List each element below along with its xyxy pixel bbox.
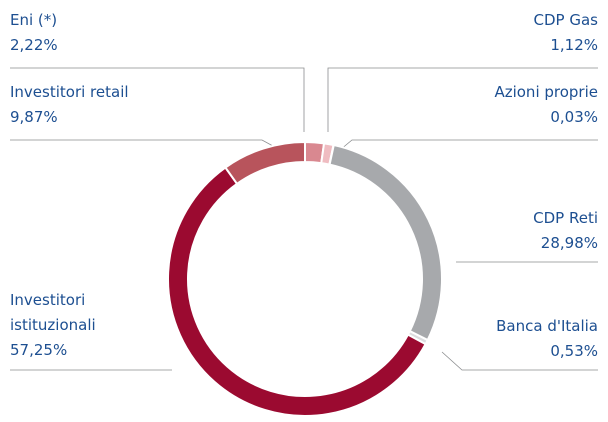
segment-label: Investitori istituzionali 57,25% <box>10 288 130 363</box>
category-label: Banca d'Italia <box>496 317 598 335</box>
value-label: 1,12% <box>550 36 598 54</box>
leader-line <box>10 67 305 132</box>
value-label: 9,87% <box>10 108 58 126</box>
value-label: 57,25% <box>10 341 68 359</box>
value-label: 0,03% <box>550 108 598 126</box>
donut-segment <box>328 143 443 342</box>
donut-segment <box>167 166 427 417</box>
value-label: 28,98% <box>540 234 598 252</box>
segment-label: Banca d'Italia 0,53% <box>448 314 598 364</box>
category-label: CDP Gas <box>533 11 598 29</box>
leader-lines <box>10 67 598 371</box>
leader-line <box>441 351 598 371</box>
category-label: Investitori retail <box>10 83 129 101</box>
leader-line <box>10 139 285 153</box>
value-label: 0,53% <box>550 342 598 360</box>
category-label: Eni (*) <box>10 11 58 29</box>
segment-label: CDP Reti 28,98% <box>448 206 598 256</box>
category-label: CDP Reti <box>533 209 598 227</box>
value-label: 2,22% <box>10 36 58 54</box>
segment-label: CDP Gas 1,12% <box>448 8 598 58</box>
segment-label: Investitori retail 9,87% <box>10 80 210 130</box>
segment-label: Azioni proprie 0,03% <box>448 80 598 130</box>
segment-label: Eni (*) 2,22% <box>10 8 160 58</box>
donut-segment <box>223 140 306 186</box>
leader-line <box>327 67 598 132</box>
leader-line <box>339 139 598 151</box>
category-label: Investitori istituzionali <box>10 291 96 334</box>
category-label: Azioni proprie <box>494 83 598 101</box>
